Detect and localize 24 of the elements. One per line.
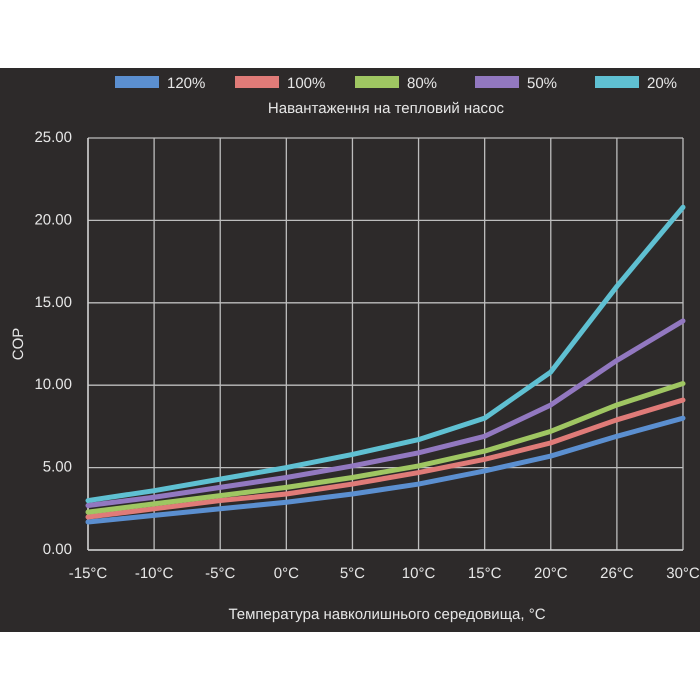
x-tick-label: 26°C	[600, 565, 634, 582]
y-tick-label: 20.00	[34, 211, 72, 228]
y-tick-label: 5.00	[42, 458, 72, 476]
legend-label: 100%	[287, 75, 326, 92]
x-tick-label: 10°C	[402, 565, 436, 582]
x-tick-label: 20°C	[534, 565, 568, 582]
x-tick-label: 5°C	[340, 565, 366, 582]
x-axis-title: Температура навколишнього середовища, °C	[228, 606, 546, 623]
y-tick-label: 0.00	[42, 540, 72, 558]
x-tick-label: -15°C	[68, 565, 108, 582]
y-tick-label: 15.00	[34, 294, 72, 311]
x-tick-label: 0°C	[274, 565, 300, 582]
legend-label: 120%	[167, 75, 206, 92]
legend-label: 50%	[527, 75, 558, 92]
x-tick-label: 15°C	[468, 565, 502, 582]
y-axis-title: COP	[10, 328, 27, 360]
legend-label: 20%	[647, 75, 678, 92]
y-tick-label: 25.00	[34, 128, 72, 146]
y-tick-label: 10.00	[34, 376, 72, 394]
x-tick-label: 30°C	[666, 565, 700, 582]
legend-title: Навантаження на тепловий насос	[268, 100, 505, 117]
legend-label: 80%	[407, 75, 438, 92]
x-tick-label: -5°C	[205, 565, 236, 582]
x-tick-label: -10°C	[134, 565, 174, 582]
